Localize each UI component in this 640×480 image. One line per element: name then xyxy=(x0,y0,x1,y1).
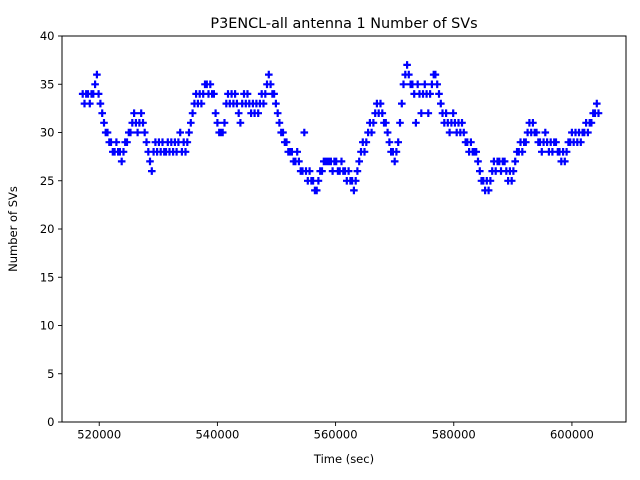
x-tick-label: 540000 xyxy=(195,428,239,442)
x-tick-label: 520000 xyxy=(77,428,121,442)
y-tick-label: 30 xyxy=(40,126,55,140)
y-axis-label: Number of SVs xyxy=(6,186,20,272)
y-tick-label: 40 xyxy=(40,29,55,43)
y-tick-label: 20 xyxy=(40,222,55,236)
y-tick-label: 25 xyxy=(40,174,55,188)
x-tick-label: 600000 xyxy=(550,428,594,442)
sv-count-markers xyxy=(78,61,603,195)
axes-layer: 520000 540000 560000 580000 600000 0 5 10 15 20 25… xyxy=(40,29,627,442)
x-tick-label: 580000 xyxy=(432,428,476,442)
chart-title: P3ENCL-all antenna 1 Number of SVs xyxy=(210,16,477,32)
data-series-layer xyxy=(78,61,603,195)
y-tick-label: 35 xyxy=(40,77,55,91)
y-tick-label: 10 xyxy=(40,319,55,333)
y-tick-label: 0 xyxy=(47,415,54,429)
y-tick-label: 15 xyxy=(40,270,55,284)
x-tick-label: 560000 xyxy=(314,428,358,442)
plot-box xyxy=(61,35,627,423)
x-axis-label: Time (sec) xyxy=(313,452,374,466)
y-tick-label: 5 xyxy=(47,367,54,381)
